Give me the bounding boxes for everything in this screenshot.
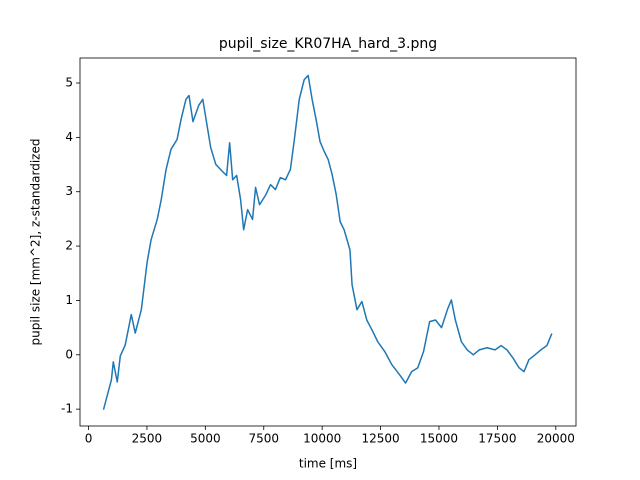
chart-title: pupil_size_KR07HA_hard_3.png: [219, 36, 437, 52]
x-tick-label: 5000: [190, 432, 221, 446]
x-tick-label: 20000: [537, 432, 575, 446]
y-tick-label: 4: [65, 130, 73, 144]
y-tick-label: 2: [65, 239, 73, 253]
axes-frame: [79, 57, 577, 427]
x-axis-label: time [ms]: [299, 457, 357, 471]
y-tick-label: 1: [65, 293, 73, 307]
x-tick-label: 17500: [478, 432, 516, 446]
x-tick-label: 0: [85, 432, 93, 446]
y-tick-label: 5: [65, 76, 73, 90]
data-line: [102, 74, 553, 410]
x-tick-label: 12500: [361, 432, 399, 446]
x-tick-label: 10000: [303, 432, 341, 446]
x-tick-label: 7500: [248, 432, 279, 446]
y-axis-label: pupil size [mm^2], z-standardized: [29, 139, 43, 346]
x-tick-label: 2500: [132, 432, 163, 446]
y-tick-label: 3: [65, 184, 73, 198]
y-tick-label: 0: [65, 347, 73, 361]
x-tick-label: 15000: [420, 432, 458, 446]
y-tick-label: -1: [61, 402, 73, 416]
